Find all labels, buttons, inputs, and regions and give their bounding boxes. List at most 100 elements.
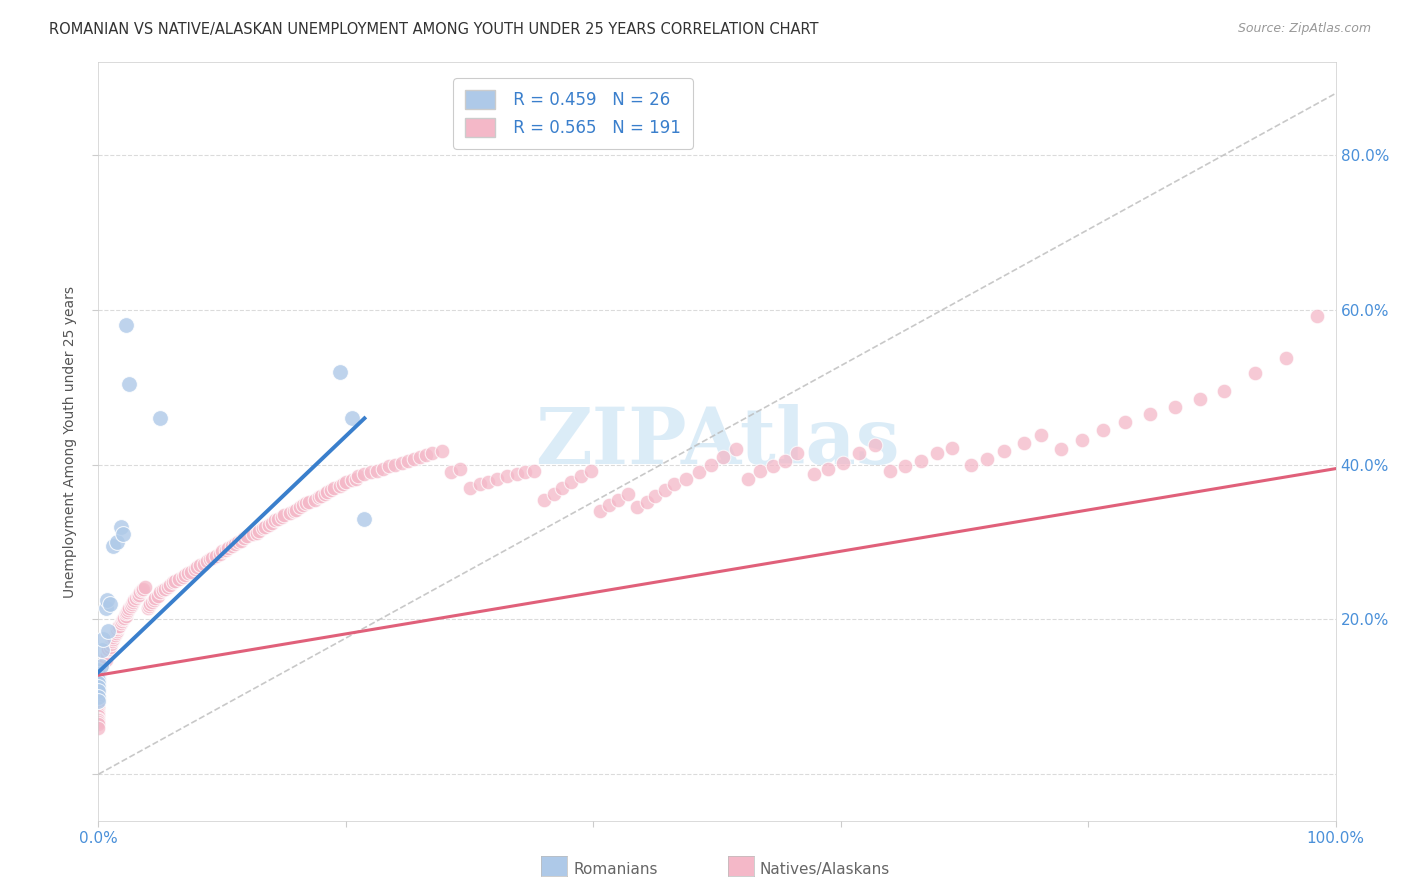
Point xyxy=(87,666,110,681)
Point xyxy=(146,589,169,603)
Point xyxy=(136,600,159,615)
Point xyxy=(156,580,179,594)
Point xyxy=(87,686,110,700)
Point xyxy=(167,572,190,586)
Point xyxy=(143,593,166,607)
Point xyxy=(118,600,141,615)
Point xyxy=(105,624,128,639)
Point xyxy=(93,632,115,646)
Point xyxy=(1114,415,1136,429)
Point xyxy=(114,608,136,623)
Point xyxy=(87,676,110,690)
Legend:  R = 0.459   N = 26,  R = 0.565   N = 191: R = 0.459 N = 26, R = 0.565 N = 191 xyxy=(453,78,693,149)
Point xyxy=(700,458,723,472)
Point xyxy=(162,575,184,590)
Point xyxy=(247,524,270,538)
Point xyxy=(288,500,311,515)
Point xyxy=(366,464,388,478)
Point xyxy=(198,552,221,566)
Point xyxy=(384,458,406,472)
Point xyxy=(176,566,198,580)
Point xyxy=(598,498,620,512)
Point xyxy=(308,490,330,504)
Point xyxy=(186,560,208,574)
Point xyxy=(283,504,305,518)
Point xyxy=(229,533,252,548)
Point xyxy=(87,714,110,729)
Point xyxy=(105,535,128,549)
Point xyxy=(654,483,676,497)
Text: Romanians: Romanians xyxy=(574,863,658,877)
Point xyxy=(114,318,136,333)
Point xyxy=(97,641,120,656)
Point xyxy=(91,659,114,673)
Point xyxy=(132,582,155,596)
Point xyxy=(449,461,471,475)
Point xyxy=(440,466,463,480)
Point xyxy=(96,593,118,607)
Point xyxy=(152,583,174,598)
Point xyxy=(226,535,249,549)
Point xyxy=(98,597,121,611)
Point xyxy=(786,446,808,460)
Point xyxy=(87,683,110,698)
Point xyxy=(233,531,256,545)
Point xyxy=(87,671,110,685)
Point xyxy=(347,469,370,483)
Point xyxy=(803,467,825,481)
Point xyxy=(267,512,290,526)
Point xyxy=(260,516,283,530)
Point xyxy=(201,550,224,565)
Point xyxy=(103,539,125,553)
Point xyxy=(322,481,344,495)
Point xyxy=(319,483,342,497)
Point xyxy=(193,557,215,571)
Point xyxy=(208,547,231,561)
Point xyxy=(273,508,295,522)
Point xyxy=(105,622,128,636)
Point xyxy=(879,464,901,478)
Point xyxy=(1213,384,1236,399)
Point xyxy=(675,472,697,486)
Point xyxy=(87,678,110,692)
Point xyxy=(415,449,437,463)
Point xyxy=(211,544,233,558)
Point xyxy=(1071,433,1094,447)
Point xyxy=(242,527,264,541)
Point xyxy=(149,411,172,425)
Point xyxy=(217,541,239,556)
Point xyxy=(976,451,998,466)
Point xyxy=(87,694,110,708)
Point xyxy=(332,477,354,491)
Point xyxy=(617,487,640,501)
Point xyxy=(101,634,124,648)
Point xyxy=(87,671,110,685)
Point xyxy=(688,466,710,480)
Point xyxy=(278,506,301,520)
Point xyxy=(468,477,491,491)
Point xyxy=(1164,400,1187,414)
Point xyxy=(93,651,115,665)
Point xyxy=(941,441,963,455)
Point xyxy=(329,479,352,493)
Point xyxy=(87,674,110,689)
Point xyxy=(139,597,162,611)
Point xyxy=(87,717,110,731)
Point xyxy=(87,690,110,704)
Point xyxy=(87,701,110,715)
Point xyxy=(533,492,555,507)
Point xyxy=(409,450,432,464)
Point xyxy=(149,585,172,599)
Point xyxy=(112,611,135,625)
Point xyxy=(422,446,444,460)
Point xyxy=(91,643,114,657)
Point xyxy=(96,648,118,662)
Point xyxy=(626,500,648,515)
Point xyxy=(87,721,110,735)
Point xyxy=(114,607,136,621)
Point xyxy=(215,542,238,557)
Point xyxy=(112,612,135,626)
Point xyxy=(117,603,139,617)
Point xyxy=(87,690,110,704)
Point xyxy=(107,620,129,634)
